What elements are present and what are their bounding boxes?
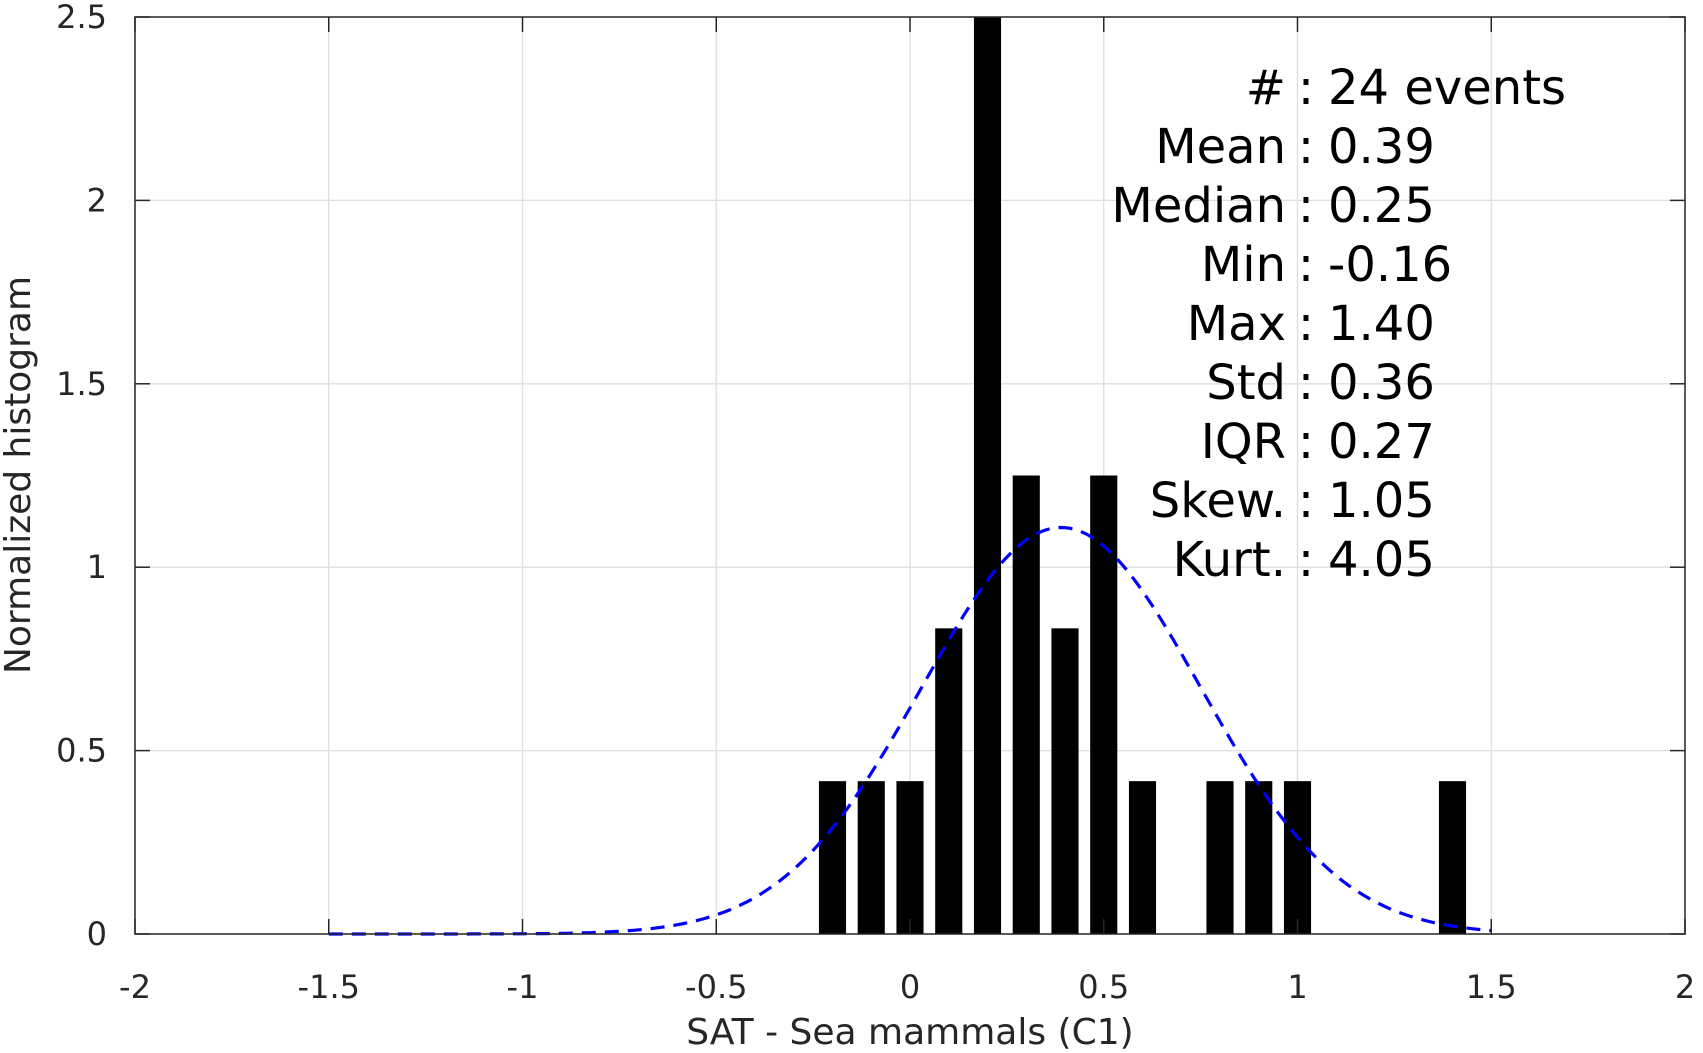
x-tick-label: -2 [119, 968, 151, 1006]
histogram-bar [935, 628, 963, 934]
x-tick-label: 0 [900, 968, 920, 1006]
stat-separator: : [1298, 237, 1314, 293]
y-tick-labels: 0 0.5 1 1.5 2 2.5 [56, 0, 107, 953]
y-axis-label: Normalized histogram [0, 276, 39, 674]
stat-separator: : [1298, 178, 1314, 234]
stat-value: 0.27 [1328, 414, 1435, 470]
stat-value: 4.05 [1328, 532, 1435, 588]
y-tick-label: 2 [87, 181, 107, 219]
y-tick-label: 0.5 [56, 732, 107, 770]
x-tick-labels: -2 -1.5 -1 -0.5 0 0.5 1 1.5 2 [119, 968, 1695, 1006]
histogram-bar [1245, 781, 1273, 934]
y-tick-label: 0 [87, 915, 107, 953]
stat-value: -0.16 [1328, 237, 1452, 293]
stat-value: 0.36 [1328, 355, 1435, 411]
stat-value: 1.40 [1328, 296, 1435, 352]
stat-separator: : [1298, 473, 1314, 529]
x-tick-label: 2 [1675, 968, 1695, 1006]
y-tick-label: 1.5 [56, 365, 107, 403]
x-tick-label: 0.5 [1078, 968, 1129, 1006]
stat-label: Mean [1155, 119, 1286, 175]
axes [134, 16, 1686, 935]
stat-separator: : [1298, 532, 1314, 588]
histogram-bar [818, 781, 847, 934]
histogram-bars [818, 17, 1467, 934]
x-tick-label: -1 [507, 968, 539, 1006]
y-tick-label: 1 [87, 548, 107, 586]
x-axis-label: SAT - Sea mammals (C1) [686, 1012, 1133, 1053]
stat-label: Median [1111, 178, 1286, 234]
histogram-bar [1438, 781, 1467, 934]
stat-separator: : [1298, 296, 1314, 352]
stat-separator: : [1298, 60, 1314, 116]
histogram-bar [896, 781, 924, 934]
stat-label: IQR [1201, 414, 1286, 470]
stat-label: Max [1187, 296, 1286, 352]
x-tick-label: 1.5 [1466, 968, 1517, 1006]
stat-value: 1.05 [1328, 473, 1435, 529]
stat-value: 0.39 [1328, 119, 1435, 175]
stat-separator: : [1298, 119, 1314, 175]
x-tick-label: -1.5 [298, 968, 360, 1006]
x-tick-label: 1 [1287, 968, 1307, 1006]
y-tick-label: 2.5 [56, 0, 107, 36]
x-tick-label: -0.5 [685, 968, 747, 1006]
histogram-bar [1090, 475, 1118, 934]
histogram-bar [1012, 475, 1040, 934]
stat-value: 24 events [1328, 60, 1566, 116]
stat-label: # [1246, 60, 1286, 116]
stat-label: Min [1201, 237, 1286, 293]
stat-label: Std [1206, 355, 1286, 411]
histogram-bar [973, 17, 1002, 934]
stat-separator: : [1298, 355, 1314, 411]
stat-separator: : [1298, 414, 1314, 470]
stat-label: Kurt. [1173, 532, 1286, 588]
histogram-bar [857, 781, 885, 934]
stat-label: Skew. [1150, 473, 1286, 529]
histogram-bar [1283, 781, 1312, 934]
histogram-bar [1206, 781, 1234, 934]
histogram-bar [1051, 628, 1079, 934]
stat-value: 0.25 [1328, 178, 1435, 234]
histogram-bar [1128, 781, 1157, 934]
